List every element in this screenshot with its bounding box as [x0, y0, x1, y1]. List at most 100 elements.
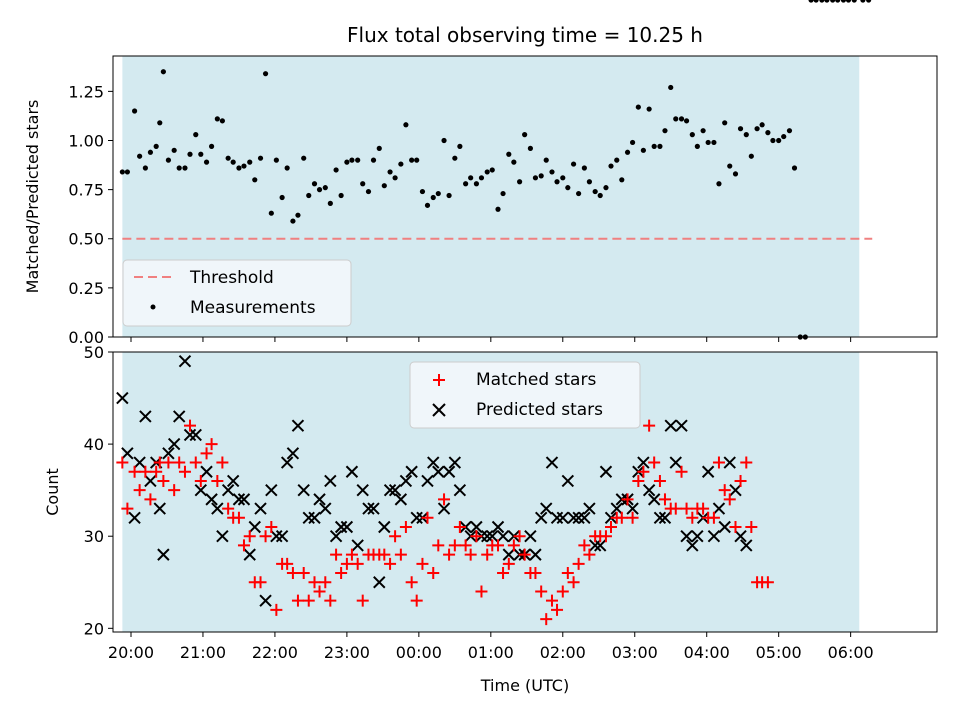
- predicted-star-point: [351, 539, 364, 552]
- measurement-point: [549, 169, 555, 175]
- matched-star-point: [116, 456, 129, 469]
- predicted-star-point: [545, 456, 559, 469]
- measurement-point: [392, 175, 398, 181]
- measurement-point: [776, 137, 782, 144]
- measurement-point: [355, 157, 361, 163]
- measurements-series: [119, 0, 872, 340]
- predicted-star-point: [237, 493, 251, 506]
- measurement-point: [673, 116, 679, 122]
- matched-star-point: [697, 502, 710, 515]
- predicted-star-point: [270, 530, 283, 543]
- predicted-star-point: [345, 465, 359, 478]
- x-tick-label: 21:00: [180, 643, 226, 662]
- predicted-star-point: [221, 483, 235, 497]
- predicted-star-point: [653, 511, 667, 524]
- measurement-point: [586, 179, 593, 185]
- measurement-point: [441, 137, 447, 144]
- predicted-star-point: [265, 483, 278, 497]
- x-tick-label: 20:00: [108, 643, 154, 662]
- measurement-point: [640, 147, 646, 153]
- measurement-point: [581, 165, 587, 171]
- matched-star-point: [168, 484, 181, 497]
- x-tick-label: 22:00: [252, 643, 298, 662]
- measurement-point: [424, 202, 431, 208]
- measurement-point: [252, 177, 258, 183]
- predicted-star-point: [205, 493, 218, 506]
- matched-star-point: [384, 557, 397, 570]
- measurement-point: [322, 185, 328, 191]
- measurement-point: [182, 165, 188, 171]
- top-x-ticks: [130, 337, 852, 342]
- bottom-y-axis-label: Count: [43, 468, 62, 516]
- top-y-tick-label: 0.25: [68, 279, 104, 298]
- measurement-point: [770, 137, 776, 144]
- matched-star-point: [340, 557, 353, 570]
- measurement-point: [187, 151, 193, 157]
- matched-star-point: [459, 539, 472, 552]
- predicted-star-point: [540, 502, 553, 515]
- measurement-point: [273, 157, 279, 163]
- measurement-point: [370, 157, 377, 163]
- matched-star-point: [313, 585, 326, 598]
- predicted-star-point: [128, 511, 141, 524]
- x-tick-label: 06:00: [828, 643, 874, 662]
- measurement-point: [344, 159, 350, 165]
- matched-star-point: [399, 521, 412, 533]
- predicted-star-point: [116, 391, 129, 405]
- predicted-star-point: [642, 483, 656, 497]
- matched-star-point: [410, 594, 423, 607]
- predicted-star-point: [740, 539, 753, 552]
- matched-star-point: [448, 539, 461, 552]
- matched-star-point: [561, 567, 574, 580]
- predicted-star-point: [534, 511, 548, 524]
- matched-star-point: [643, 419, 656, 432]
- measurement-point: [176, 165, 182, 171]
- top-y-axis-label: Matched/Predicted stars: [23, 100, 42, 294]
- predicted-star-point: [664, 419, 677, 432]
- x-axis-label: Time (UTC): [480, 676, 569, 695]
- predicted-star-point: [680, 530, 693, 543]
- predicted-star-point: [324, 474, 337, 488]
- predicted-star-point: [308, 511, 321, 524]
- matched-star-point: [270, 603, 283, 616]
- matched-star-point: [632, 474, 645, 487]
- measurement-point: [668, 84, 674, 91]
- measurement-point: [333, 167, 339, 173]
- predicted-star-point: [470, 520, 483, 534]
- measurement-point: [694, 143, 700, 149]
- predicted-star-point: [675, 419, 688, 432]
- measurement-point: [230, 159, 236, 165]
- measurement-point: [311, 181, 318, 187]
- measurement-point: [153, 143, 159, 149]
- measurement-point: [327, 200, 333, 206]
- measurement-point: [225, 155, 231, 161]
- measurement-point: [262, 71, 269, 77]
- x-tick-label: 04:00: [684, 643, 730, 662]
- matched-star-point: [259, 530, 272, 543]
- measurement-point: [635, 104, 641, 110]
- matched-star-point: [438, 493, 451, 506]
- predicted-star-point: [578, 511, 591, 524]
- matched-star-point: [128, 465, 141, 478]
- measurement-point: [435, 190, 441, 197]
- measurement-point: [446, 192, 452, 199]
- measurement-point: [819, 0, 825, 3]
- matched-star-point: [308, 576, 321, 589]
- measurement-point: [866, 0, 872, 3]
- predicted-star-point: [529, 548, 542, 561]
- matched-star-point: [648, 456, 661, 469]
- predicted-star-point: [686, 539, 699, 552]
- predicted-star-point: [399, 474, 413, 488]
- predicted-star-point: [442, 465, 456, 478]
- measurement-point: [208, 143, 215, 149]
- matched-star-point: [658, 493, 671, 506]
- matched-star-point: [335, 567, 348, 580]
- measurement-point: [527, 145, 533, 151]
- measurement-point: [860, 0, 866, 3]
- predicted-star-point: [373, 576, 386, 589]
- matched-star-point: [513, 530, 526, 543]
- predicted-star-point: [183, 428, 197, 442]
- predicted-star-point: [496, 530, 510, 543]
- x-tick-label: 01:00: [468, 643, 514, 662]
- matched-star-point: [194, 474, 207, 487]
